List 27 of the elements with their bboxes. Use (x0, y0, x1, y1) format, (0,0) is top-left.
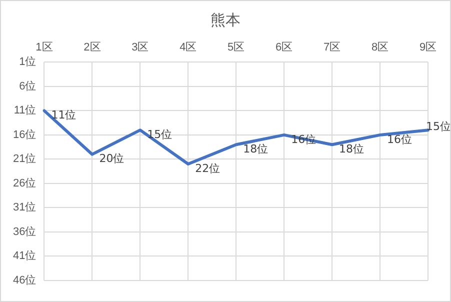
x-tick-label: 7区 (323, 42, 341, 54)
y-tick-label: 26位 (12, 177, 36, 190)
data-label: 18位 (243, 142, 268, 156)
data-label: 16位 (387, 132, 412, 146)
y-tick-label: 6位 (19, 80, 36, 92)
y-tick-label: 11位 (14, 104, 36, 117)
x-tick-label: 9区 (419, 42, 437, 54)
x-tick-label: 3区 (132, 42, 149, 54)
y-tick-label: 21位 (12, 153, 36, 166)
y-tick-label: 31位 (12, 202, 36, 214)
y-tick-label: 16位 (12, 128, 36, 141)
x-tick-label: 8区 (371, 42, 389, 54)
data-label: 18位 (339, 142, 364, 156)
y-tick-label: 36位 (12, 226, 36, 238)
x-tick-label: 4区 (180, 42, 197, 54)
x-tick-label: 5区 (228, 42, 245, 54)
data-label: 22位 (195, 162, 220, 175)
data-label: 15位 (147, 128, 172, 141)
x-tick-label: 2区 (84, 42, 101, 54)
y-tick-label: 41位 (12, 250, 36, 262)
y-tick-label: 1位 (19, 56, 36, 68)
x-tick-label: 6区 (276, 42, 293, 54)
x-tick-label: 1区 (36, 42, 53, 54)
data-label: 20位 (99, 152, 124, 166)
chart-title: 熊本 (210, 11, 242, 30)
data-label: 11位 (51, 108, 76, 122)
y-tick-label: 46位 (12, 274, 36, 286)
